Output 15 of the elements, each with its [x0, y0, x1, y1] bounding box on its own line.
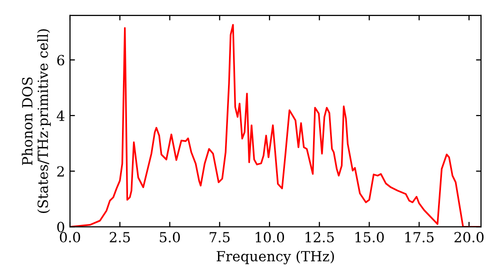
- x-tick-label: 20.0: [454, 232, 484, 242]
- y-axis-title: Phonon DOS (States/THz·primitive cell): [22, 29, 51, 213]
- x-tick-label: 2.5: [110, 232, 130, 242]
- x-tick-label: 12.5: [306, 232, 334, 242]
- x-axis-title: Frequency (THz): [216, 250, 334, 264]
- x-tick-label: 7.5: [210, 232, 230, 242]
- x-tick-label: 10.0: [256, 232, 284, 242]
- x-tick-label: 0.0: [60, 232, 80, 242]
- y-tick-label: 6: [57, 54, 64, 66]
- x-tick-label: 15.0: [356, 232, 384, 242]
- x-tick-label: 5.0: [160, 232, 180, 242]
- y-tick-label: 0: [57, 222, 64, 232]
- x-tick-label: 17.5: [405, 232, 434, 242]
- y-tick-label: 4: [56, 110, 64, 121]
- y-tick-label: 2: [57, 166, 64, 176]
